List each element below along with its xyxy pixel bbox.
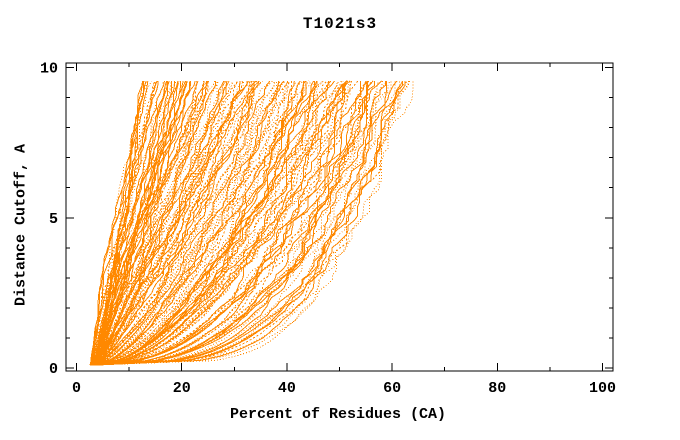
- model-curve: [89, 80, 384, 366]
- model-curve: [93, 81, 255, 366]
- model-curve: [91, 80, 286, 366]
- model-curve: [89, 80, 209, 366]
- x-tick-label: 80: [488, 380, 506, 397]
- model-curve: [90, 81, 392, 366]
- model-curve: [92, 81, 344, 366]
- model-curve: [91, 80, 179, 366]
- x-tick-label: 0: [72, 380, 81, 397]
- model-curve: [90, 80, 257, 366]
- model-curve: [90, 80, 398, 366]
- model-curve: [92, 80, 271, 366]
- x-tick-label: 20: [173, 380, 191, 397]
- model-curve: [99, 80, 290, 366]
- model-curve: [90, 80, 177, 366]
- model-curve: [99, 80, 374, 366]
- model-curve: [91, 81, 369, 366]
- chart-title: T1021s3: [302, 15, 378, 33]
- model-curve: [96, 80, 228, 366]
- model-curve: [90, 80, 227, 366]
- model-curve: [92, 81, 282, 366]
- model-curve: [90, 80, 348, 366]
- model-curve: [91, 80, 347, 366]
- model-curve: [97, 80, 411, 366]
- model-curve: [100, 80, 370, 366]
- x-tick-label: 40: [278, 380, 296, 397]
- model-curve: [96, 80, 342, 366]
- model-curve: [95, 80, 196, 366]
- model-curve: [90, 80, 367, 366]
- model-curve: [94, 80, 281, 366]
- model-curve: [98, 80, 289, 366]
- model-curve: [93, 81, 208, 366]
- model-curve: [98, 80, 279, 366]
- x-axis-label: Percent of Residues (CA): [229, 406, 447, 423]
- y-tick-label: 0: [49, 361, 58, 378]
- model-curve: [90, 80, 152, 366]
- model-curve: [96, 80, 369, 366]
- y-tick-label: 10: [40, 61, 58, 78]
- model-curve: [98, 80, 404, 366]
- model-curve: [95, 80, 318, 366]
- model-curve: [92, 81, 147, 366]
- x-tick-label: 100: [589, 380, 616, 397]
- model-curve: [92, 81, 175, 366]
- model-curve: [99, 80, 169, 366]
- model-curve: [91, 81, 275, 366]
- model-curve: [94, 80, 383, 366]
- model-curve: [96, 80, 353, 366]
- model-curve: [92, 80, 386, 366]
- model-curve: [92, 80, 368, 366]
- model-curve: [93, 80, 351, 366]
- model-curve: [95, 80, 234, 366]
- model-curve: [98, 81, 305, 366]
- model-curve: [93, 80, 343, 366]
- model-curve: [94, 80, 391, 366]
- y-axis-label: Distance Cutoff, A: [12, 143, 30, 307]
- model-curve: [94, 80, 208, 366]
- model-curve: [99, 80, 235, 366]
- model-curve: [96, 80, 331, 366]
- model-curve: [98, 80, 329, 366]
- model-curve: [90, 81, 277, 366]
- x-tick-label: 60: [383, 380, 401, 397]
- model-curve: [93, 80, 199, 366]
- model-curve: [96, 80, 387, 366]
- model-curve: [94, 80, 251, 366]
- model-curve: [91, 80, 164, 366]
- model-curve: [89, 80, 373, 366]
- y-tick-label: 5: [49, 211, 58, 228]
- model-curve: [92, 80, 170, 366]
- model-curve: [97, 80, 335, 366]
- model-curve: [97, 80, 239, 366]
- model-curve: [93, 80, 285, 366]
- model-curve: [90, 80, 310, 366]
- model-curve: [93, 81, 292, 366]
- model-curve: [90, 80, 149, 366]
- model-curve: [91, 81, 376, 366]
- model-curve: [93, 80, 349, 366]
- model-curve: [89, 80, 230, 366]
- model-curve: [99, 80, 348, 366]
- model-curve: [93, 80, 248, 366]
- model-curve: [91, 81, 217, 366]
- model-curve: [90, 80, 297, 366]
- model-curve: [96, 80, 191, 366]
- model-curve: [89, 80, 239, 366]
- model-curve: [91, 80, 359, 366]
- model-curve: [93, 81, 387, 366]
- model-curve: [98, 80, 301, 366]
- model-curve: [95, 81, 406, 366]
- model-curve: [99, 80, 227, 366]
